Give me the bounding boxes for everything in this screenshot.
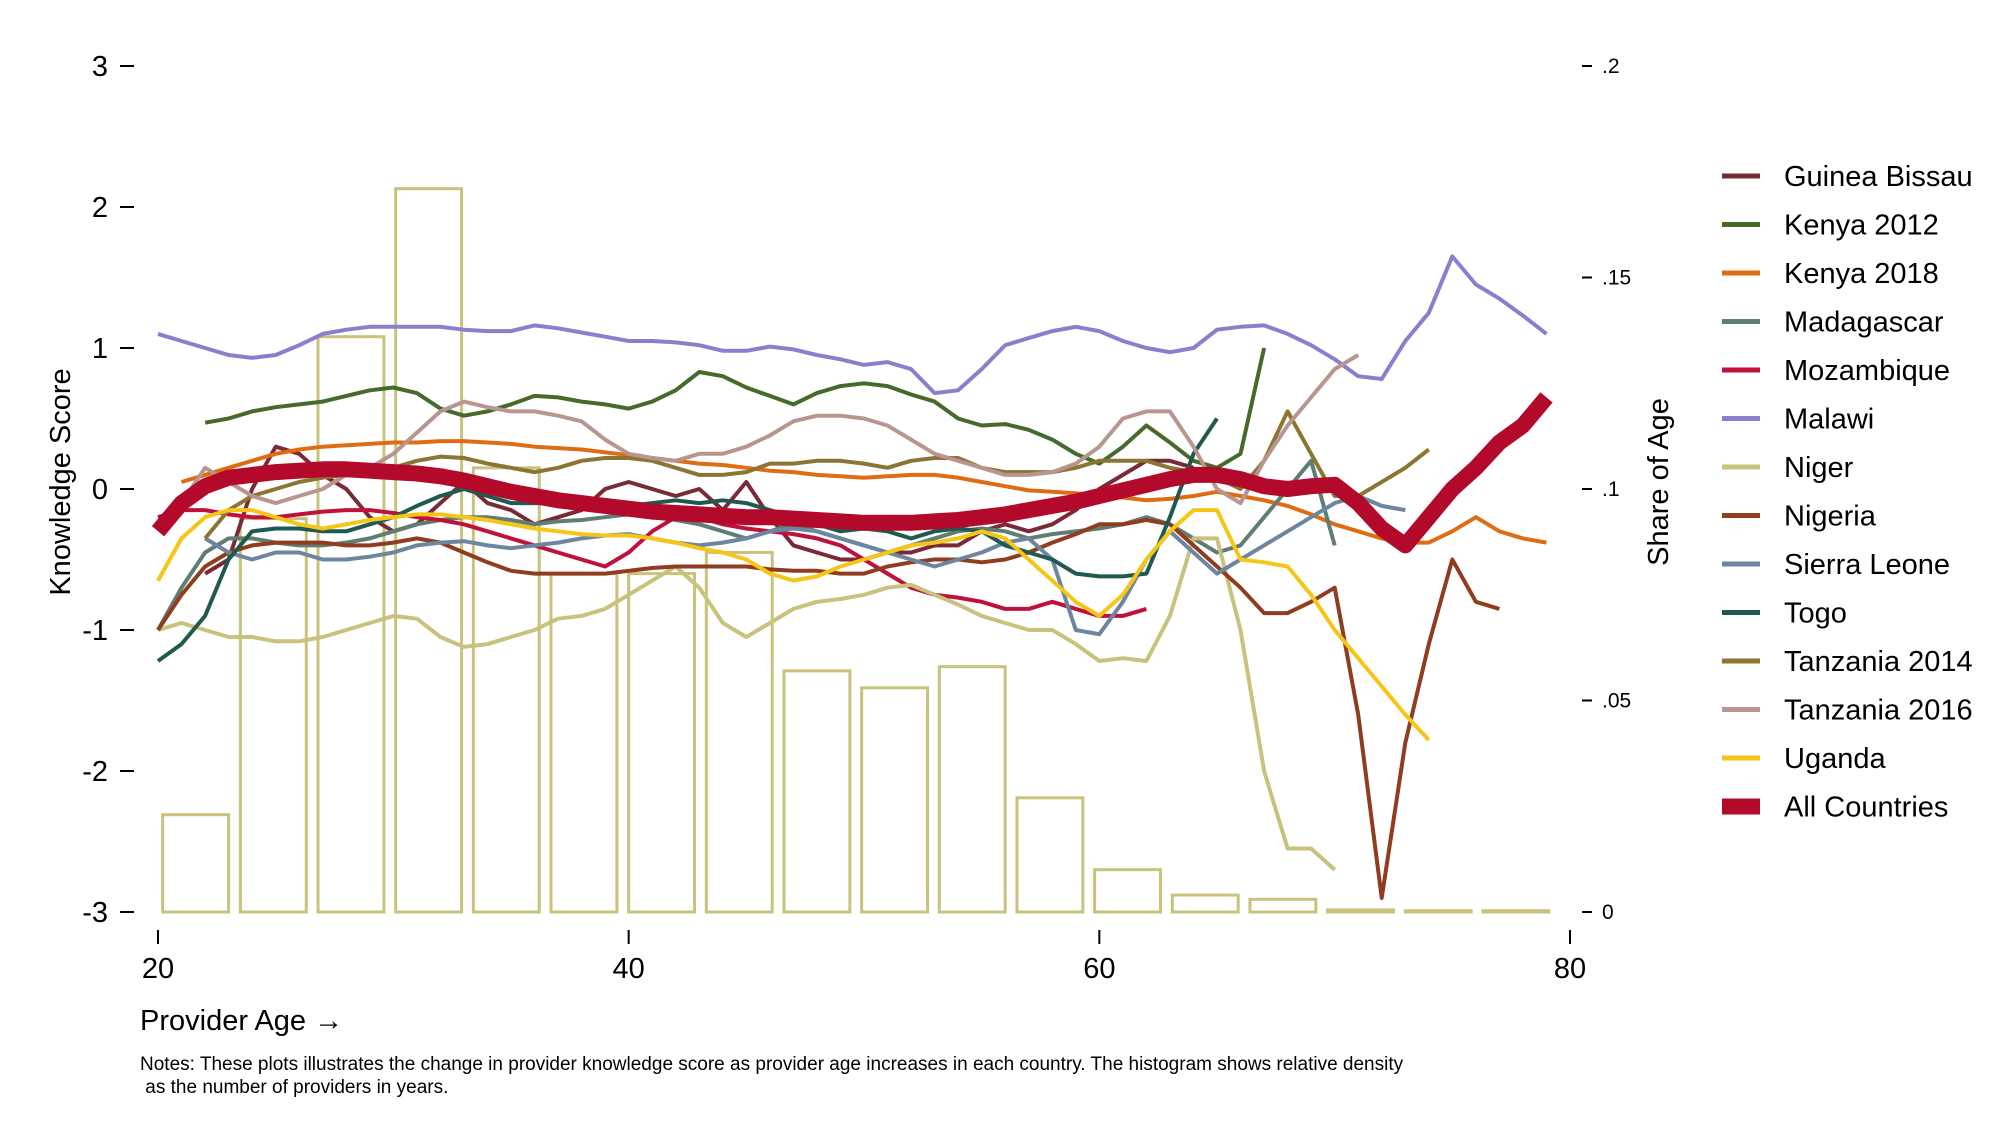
series-line-kenya-2012: [204, 347, 1267, 470]
legend-label-tanzania-2016: Tanzania 2016: [1784, 695, 1973, 727]
x-axis-title: Provider Age →: [140, 1005, 343, 1037]
histogram-bar-17: [1403, 909, 1473, 914]
x-tick-label: 60: [1083, 953, 1115, 985]
histogram-bar-11: [937, 665, 1007, 914]
series-line-mozambique: [157, 508, 1147, 618]
histogram-bar-3: [316, 335, 386, 914]
histogram-bar-15: [1248, 897, 1318, 914]
y-tick-label: 0: [92, 474, 108, 506]
histogram-bar-18: [1481, 909, 1551, 914]
legend-label-all-countries: All Countries: [1784, 792, 1948, 824]
legend-label-togo: Togo: [1784, 598, 1847, 630]
legend: Guinea Bissau Kenya 2012 Kenya 2018 Madagas…: [1722, 161, 1973, 824]
series-line-niger: [157, 536, 1337, 872]
series-line-kenya-2018: [180, 439, 1547, 545]
histogram-bar-10: [860, 686, 930, 914]
legend-label-tanzania-2014: Tanzania 2014: [1784, 646, 1973, 678]
x-tick-label: 20: [142, 953, 174, 985]
y2-tick-label: .2: [1602, 55, 1620, 78]
x-tick-label: 40: [613, 953, 645, 985]
legend-label-kenya-2018: Kenya 2018: [1784, 258, 1939, 290]
series-lines: [151, 254, 1553, 900]
notes: Notes: These plots illustrates the chang…: [140, 1053, 1700, 1099]
legend-label-niger: Niger: [1784, 452, 1854, 484]
legend-label-madagascar: Madagascar: [1784, 307, 1944, 339]
histogram-bar-5: [471, 466, 541, 914]
histogram: [161, 187, 1551, 914]
y-tick-label: -1: [82, 615, 108, 647]
series-line-sierra-leone: [204, 494, 1406, 637]
series-line-uganda: [156, 508, 1431, 742]
legend-label-malawi: Malawi: [1784, 404, 1874, 436]
series-line-togo: [156, 417, 1219, 663]
histogram-bar-2: [238, 517, 308, 914]
histogram-bar-7: [627, 572, 697, 914]
histogram-bar-9: [782, 669, 852, 914]
histogram-bar-8: [704, 550, 774, 914]
axes: -3 -2 -1 0 1 2 3 0 .05 .1 .15 .2 20 40 60 80: [82, 51, 1631, 985]
y2-tick-label: 0: [1602, 901, 1614, 924]
x-tick-label: 80: [1554, 953, 1586, 985]
y-tick-label: -2: [82, 756, 108, 788]
y2-tick-label: .05: [1602, 690, 1631, 713]
series-line-malawi: [157, 254, 1548, 396]
histogram-bar-6: [549, 572, 619, 914]
y-tick-label: 3: [92, 51, 108, 83]
histogram-bar-16: [1326, 908, 1396, 914]
notes-line-2: as the number of providers in years.: [140, 1077, 449, 1098]
legend-label-guinea-bissau: Guinea Bissau: [1784, 161, 1973, 193]
notes-line-1: Notes: These plots illustrates the chang…: [140, 1054, 1404, 1075]
histogram-bar-13: [1093, 868, 1163, 914]
y2-axis-title: Share of Age: [1643, 398, 1675, 566]
histogram-bar-12: [1015, 796, 1085, 914]
y-tick-label: -3: [82, 897, 108, 929]
histogram-bar-1: [161, 813, 231, 914]
legend-label-nigeria: Nigeria: [1784, 501, 1877, 533]
series-line-tanzania-2016: [179, 353, 1360, 506]
y2-tick-label: .1: [1602, 478, 1620, 501]
legend-label-sierra-leone: Sierra Leone: [1784, 549, 1950, 581]
legend-label-kenya-2012: Kenya 2012: [1784, 210, 1939, 242]
y-tick-label: 1: [92, 333, 108, 365]
series-line-all-countries: [151, 392, 1553, 554]
legend-label-mozambique: Mozambique: [1784, 355, 1950, 387]
histogram-bar-14: [1170, 893, 1240, 914]
legend-label-uganda: Uganda: [1784, 743, 1886, 775]
series-line-guinea-bissau: [204, 444, 1195, 576]
y2-tick-label: .15: [1602, 267, 1631, 290]
y-axis-title: Knowledge Score: [45, 368, 77, 595]
y-tick-label: 2: [92, 192, 108, 224]
